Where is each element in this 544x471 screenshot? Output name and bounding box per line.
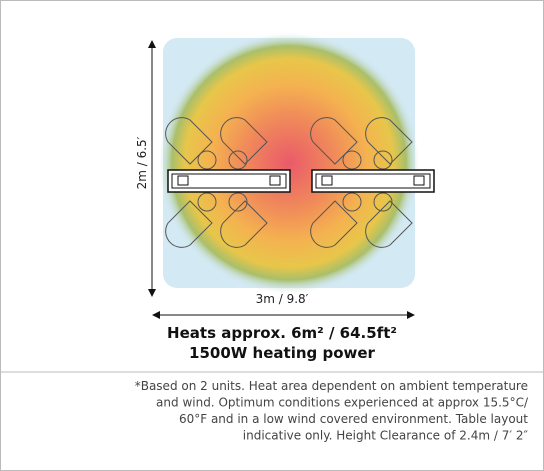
heading: 1500W heating power: [189, 344, 376, 362]
height-label: 2m / 6.5′: [135, 136, 149, 189]
furniture: [165, 117, 413, 248]
footnote-line: *Based on 2 units. Heat area dependent o…: [135, 379, 528, 393]
width-label: 3m / 9.8′: [256, 292, 309, 306]
heater: [311, 169, 435, 193]
heat-zone: [159, 33, 419, 293]
heading: Heats approx. 6m² / 64.5ft²: [167, 324, 397, 342]
footnote-line: and wind. Optimum conditions experienced…: [156, 396, 529, 410]
footnote-line: 60°F and in a low wind covered environme…: [179, 412, 528, 426]
heater: [167, 169, 291, 193]
footnote-line: indicative only. Height Clearance of 2.4…: [243, 429, 529, 443]
